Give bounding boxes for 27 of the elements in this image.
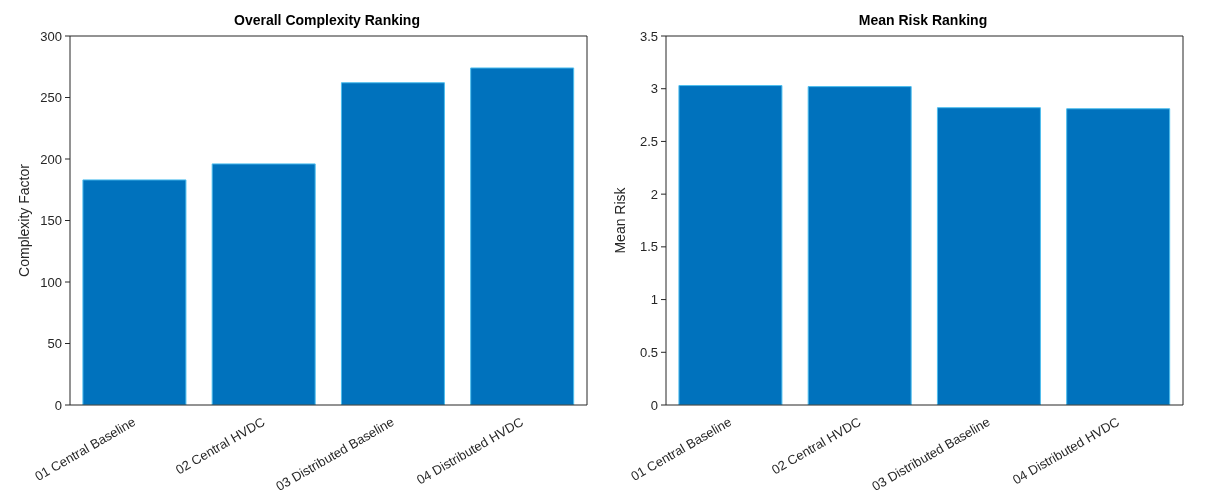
bar <box>936 107 1041 405</box>
y-tick-label: 150 <box>40 213 62 229</box>
y-tick-label: 2 <box>650 186 658 202</box>
y-tick-label: 200 <box>40 151 62 167</box>
y-tick-label: 1 <box>650 292 658 308</box>
bar <box>678 85 783 405</box>
y-tick-label: 0 <box>54 397 62 413</box>
y-tick-label: 1.5 <box>639 239 658 255</box>
chart-title: Mean Risk Ranking <box>857 12 989 28</box>
bar <box>82 179 187 405</box>
y-tick-label: 300 <box>40 28 62 44</box>
bar <box>340 82 445 405</box>
y-tick-label: 2.5 <box>639 134 658 150</box>
y-tick-label: 50 <box>47 336 62 352</box>
bar <box>807 86 912 405</box>
y-tick-label: 3.5 <box>639 28 658 44</box>
y-tick-label: 250 <box>40 90 62 106</box>
y-tick-label: 0.5 <box>639 344 658 360</box>
bar <box>470 67 575 405</box>
y-tick-label: 100 <box>40 274 62 290</box>
bar <box>211 163 316 405</box>
chart-title: Overall Complexity Ranking <box>233 12 421 28</box>
bar <box>1066 108 1171 405</box>
y-axis-title: Mean Risk <box>611 186 628 254</box>
y-tick-label: 3 <box>650 81 658 97</box>
y-tick-label: 0 <box>650 397 658 413</box>
y-axis-title: Complexity Factor <box>15 163 32 277</box>
